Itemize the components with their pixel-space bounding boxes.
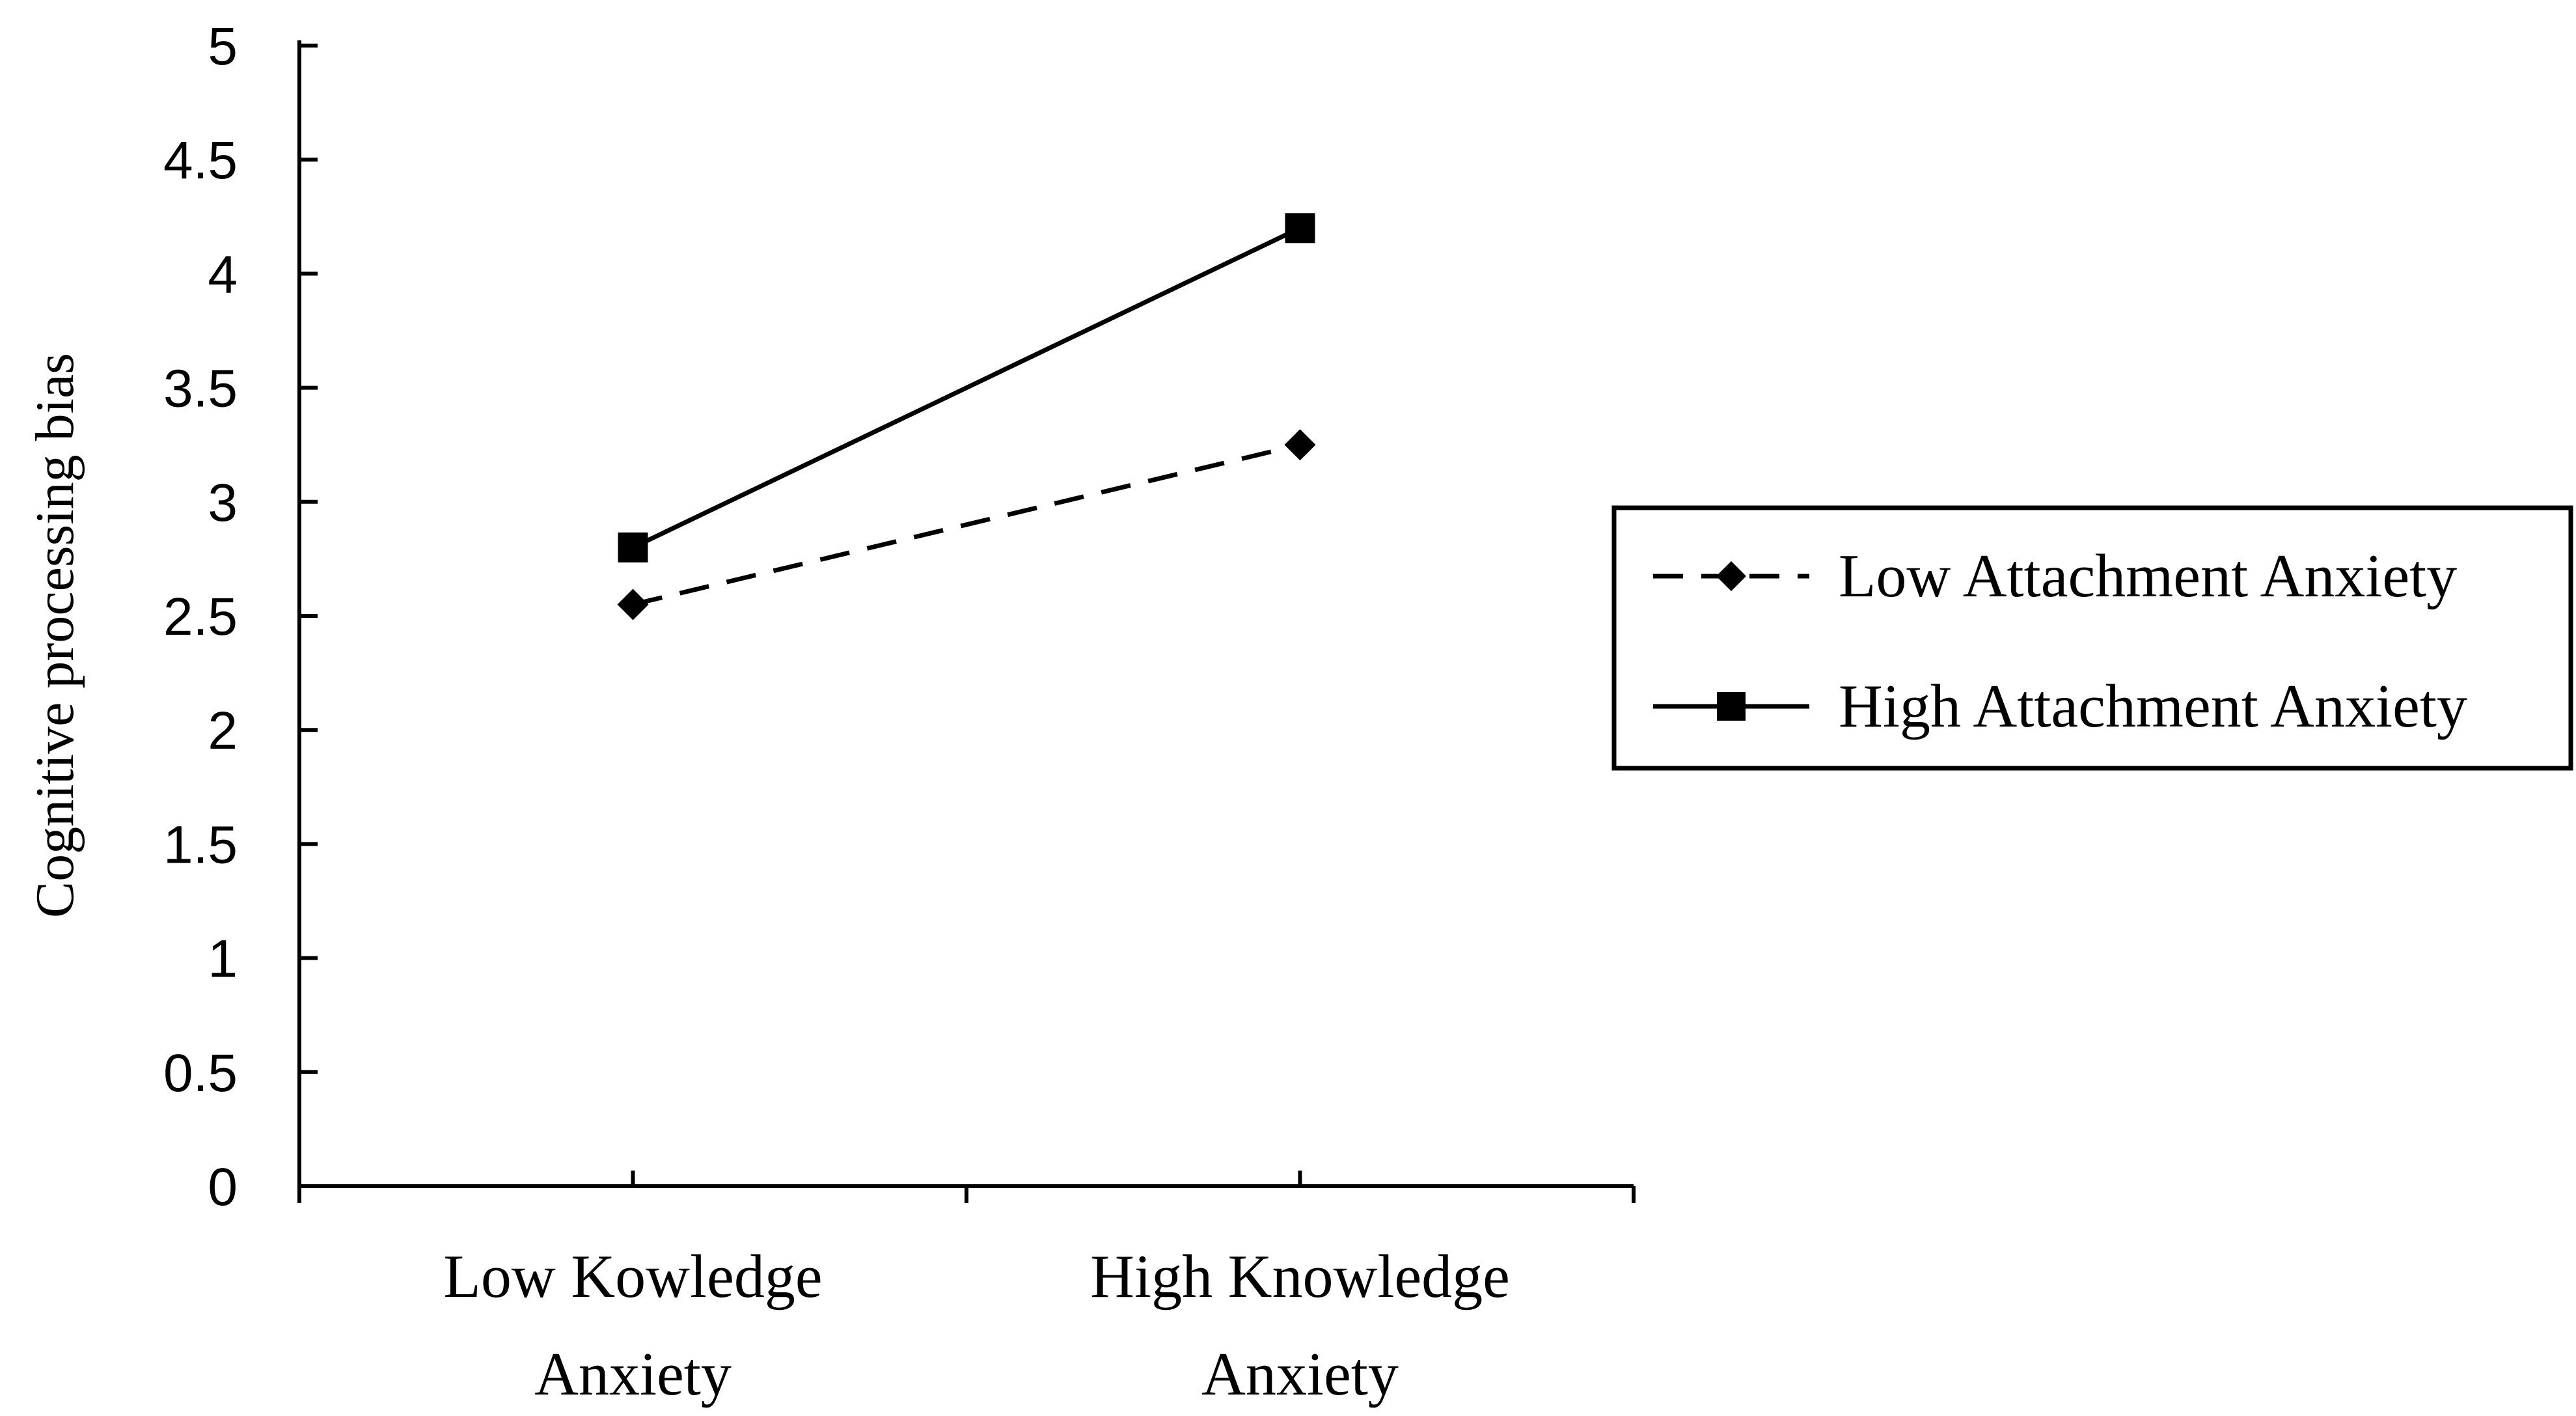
y-tick-label: 0 <box>208 1158 238 1217</box>
legend-box <box>1611 505 2573 771</box>
x-category-label: Anxiety <box>534 1340 732 1408</box>
x-category-label: High Knowledge <box>1090 1243 1510 1311</box>
y-axis-title: Cognitive processing bias <box>25 353 85 918</box>
data-point-diamond <box>617 589 649 620</box>
y-tick-label: 3 <box>208 473 238 533</box>
x-category-label: Anxiety <box>1201 1340 1399 1408</box>
y-tick-label: 1.5 <box>163 815 238 874</box>
y-tick-label: 4.5 <box>163 131 238 190</box>
data-point-square <box>618 532 648 562</box>
legend-label: Low Attachment Anxiety <box>1839 542 2457 610</box>
legend-marker-diamond <box>1716 561 1746 591</box>
y-tick-label: 2 <box>208 701 238 760</box>
x-category-label: Low Kowledge <box>443 1243 822 1311</box>
axes: 0 0.5 1 1.5 2 2.5 3 3.5 4 4.5 5 Low Kowledge Anxiety… <box>25 17 1636 1408</box>
legend: Low Attachment Anxiety High Attachment An… <box>1611 505 2573 771</box>
series-layer <box>617 213 1316 620</box>
y-tick-label: 4 <box>208 245 238 304</box>
series-line-2 <box>631 226 1302 550</box>
y-tick-label: 5 <box>208 17 238 76</box>
y-tick-label: 3.5 <box>163 359 238 419</box>
y-tick-label: 1 <box>208 930 238 989</box>
data-point-diamond <box>1284 429 1316 461</box>
legend-marker-square <box>1717 692 1746 721</box>
data-point-square <box>1285 213 1315 243</box>
y-tick-label: 0.5 <box>163 1044 238 1103</box>
legend-label: High Attachment Anxiety <box>1839 673 2467 740</box>
y-tick-label: 2.5 <box>163 587 238 646</box>
series-line-1 <box>632 442 1301 607</box>
